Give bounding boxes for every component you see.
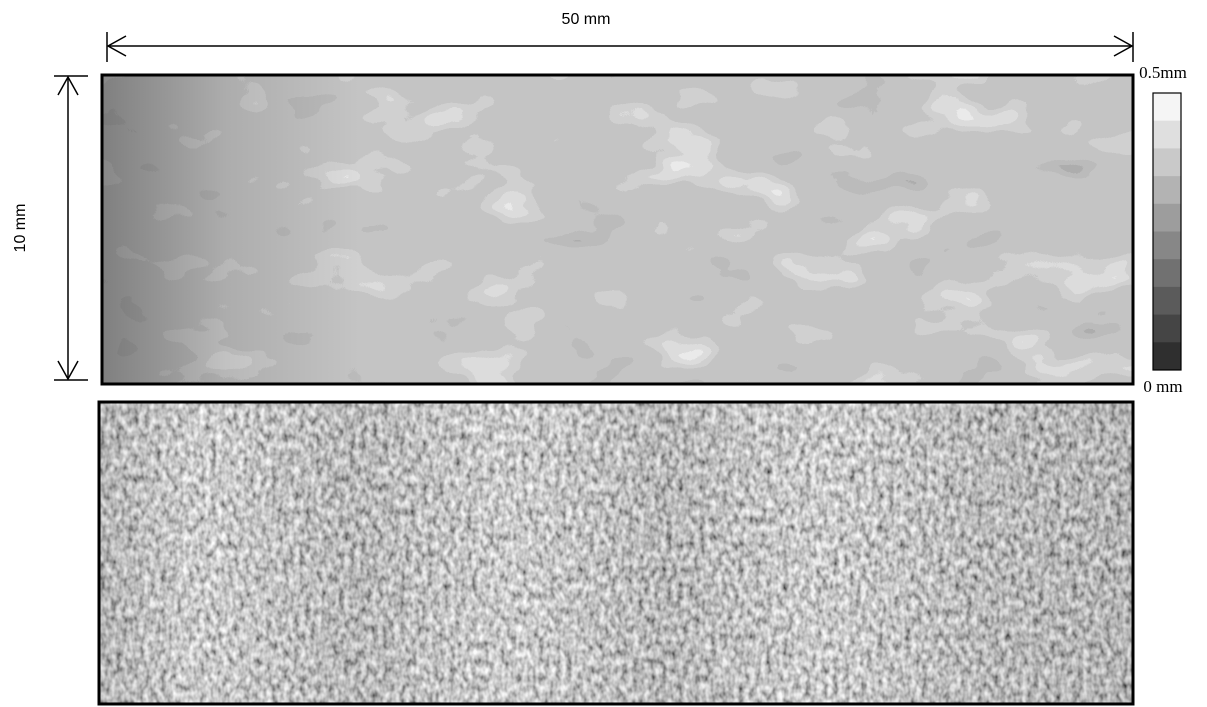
scale-band — [1153, 121, 1181, 149]
color-scale — [1153, 93, 1181, 371]
scale-band — [1153, 232, 1181, 260]
height-arrow — [54, 76, 88, 380]
scale-band — [1153, 342, 1181, 370]
scale-band — [1153, 176, 1181, 204]
scale-min-label: 0 mm — [1143, 377, 1182, 396]
scale-band — [1153, 93, 1181, 121]
scale-band — [1153, 148, 1181, 176]
scale-max-label: 0.5mm — [1139, 63, 1187, 82]
height-map — [102, 75, 1133, 384]
figure: 50 mm 10 mm 0.5mm 0 mm — [0, 0, 1207, 707]
scale-band — [1153, 315, 1181, 343]
scale-band — [1153, 204, 1181, 232]
surface-photo — [99, 402, 1133, 704]
scale-band — [1153, 287, 1181, 315]
height-label: 10 mm — [12, 204, 29, 253]
width-label: 50 mm — [562, 11, 611, 28]
width-arrow — [107, 32, 1133, 62]
page: 50 mm 10 mm 0.5mm 0 mm (() => { const da… — [0, 0, 1207, 707]
scale-band — [1153, 259, 1181, 287]
